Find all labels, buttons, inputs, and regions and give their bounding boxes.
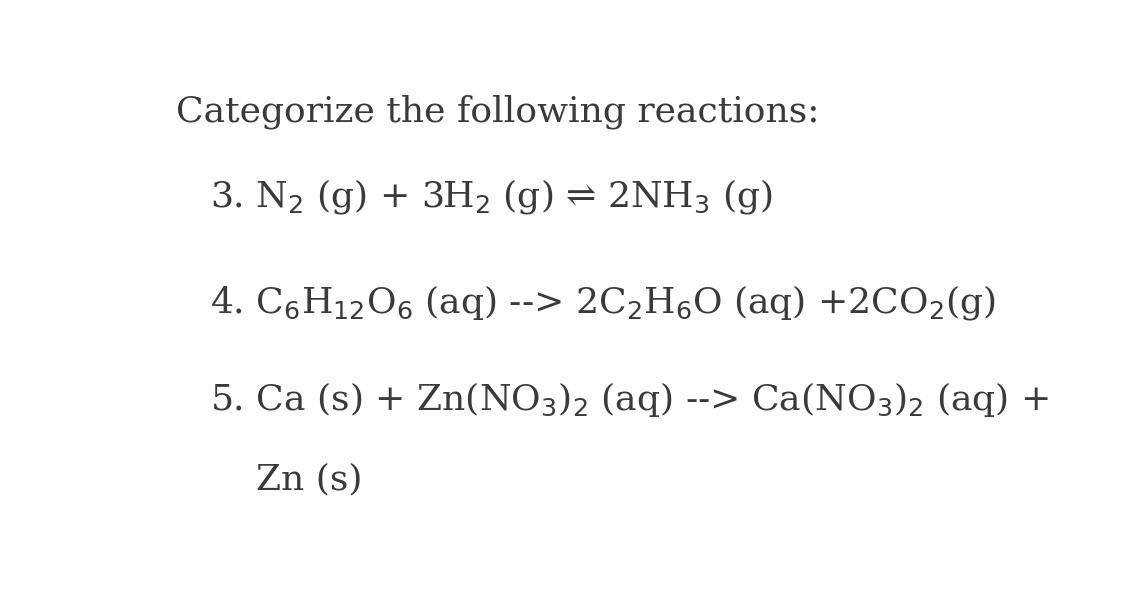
Text: Zn (s): Zn (s)	[210, 462, 363, 496]
Text: 3. N$_2$ (g) + 3H$_2$ (g) ⇌ 2NH$_3$ (g): 3. N$_2$ (g) + 3H$_2$ (g) ⇌ 2NH$_3$ (g)	[210, 177, 773, 216]
Text: 5. Ca (s) + Zn(NO$_3$)$_2$ (aq) --> Ca(NO$_3$)$_2$ (aq) +: 5. Ca (s) + Zn(NO$_3$)$_2$ (aq) --> Ca(N…	[210, 380, 1050, 418]
Text: 4. C$_6$H$_{12}$O$_6$ (aq) --> 2C$_2$H$_6$O (aq) +2CO$_2$(g): 4. C$_6$H$_{12}$O$_6$ (aq) --> 2C$_2$H$_…	[210, 283, 997, 322]
Text: Categorize the following reactions:: Categorize the following reactions:	[176, 94, 819, 129]
